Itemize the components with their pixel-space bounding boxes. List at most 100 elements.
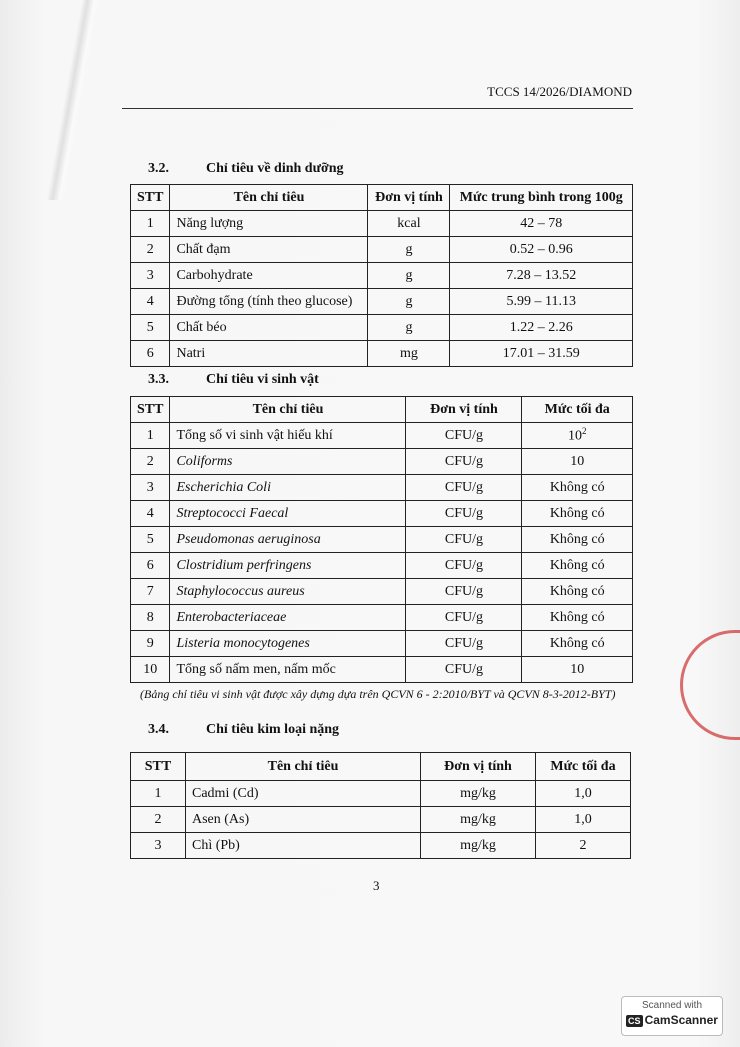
cell-text: CFU/g: [444, 427, 484, 443]
watermark-text: Scanned with: [641, 1000, 703, 1011]
name-cell: Cadmi (Cd): [185, 780, 421, 807]
value-cell: Không có: [521, 630, 633, 657]
cell-text: 1,0: [574, 785, 592, 801]
cell-text: 7.28 – 13.52: [506, 267, 577, 283]
cell-text: 8: [146, 609, 154, 625]
name-cell: Clostridium perfringens: [169, 552, 407, 579]
stt-cell: 4: [129, 500, 171, 527]
cell-text: 1: [146, 215, 154, 231]
table-row: 9 Listeria monocytogenes CFU/g Không có: [129, 630, 633, 657]
value-cell: 102: [521, 422, 633, 449]
cell-text: mg/kg: [460, 837, 496, 853]
section-number: 3.3.: [148, 372, 169, 387]
stt-cell: 3: [129, 262, 171, 289]
value-cell: 10: [521, 448, 633, 475]
table-row: 8 Enterobacteriaceae CFU/g Không có: [129, 604, 633, 631]
name-cell: Streptococci Faecal: [169, 500, 407, 527]
name-cell: Staphylococcus aureus: [169, 578, 407, 605]
value-cell: 5.99 – 11.13: [449, 288, 633, 315]
cell-text: Không có: [549, 609, 605, 625]
cell-text: 2: [146, 453, 154, 469]
value-cell: Không có: [521, 604, 633, 631]
unit-cell: CFU/g: [405, 630, 523, 657]
column-header: Đơn vị tính: [405, 396, 523, 423]
cell-text: kcal: [397, 215, 421, 231]
stt-cell: 8: [129, 604, 171, 631]
unit-cell: g: [367, 314, 451, 341]
unit-cell: CFU/g: [405, 552, 523, 579]
stt-cell: 1: [130, 780, 186, 807]
name-cell: Enterobacteriaceae: [169, 604, 407, 631]
cell-text: CFU/g: [444, 505, 484, 521]
unit-cell: mg/kg: [420, 806, 536, 833]
column-header: Đơn vị tính: [367, 184, 451, 211]
table-row: 10 Tổng số nấm men, nấm mốc CFU/g 10: [129, 656, 633, 683]
metals-table: STT Tên chỉ tiêu Đơn vị tính Mức tối đa …: [130, 752, 631, 859]
cell-text: Clostridium perfringens: [176, 557, 312, 573]
cell-text: 10: [570, 661, 585, 677]
cell-text: Chất béo: [176, 319, 227, 335]
name-cell: Escherichia Coli: [169, 474, 407, 501]
column-header: Tên chỉ tiêu: [185, 752, 421, 781]
name-cell: Pseudomonas aeruginosa: [169, 526, 407, 553]
cell-text: Tổng số vi sinh vật hiếu khí: [176, 427, 333, 443]
value-cell: Không có: [521, 552, 633, 579]
name-cell: Carbohydrate: [169, 262, 369, 289]
cell-text: Không có: [549, 557, 605, 573]
name-cell: Đường tổng (tính theo glucose): [169, 288, 369, 315]
unit-cell: CFU/g: [405, 500, 523, 527]
stt-cell: 2: [129, 448, 171, 475]
cell-text: CFU/g: [444, 531, 484, 547]
cell-text: Coliforms: [176, 453, 233, 469]
stt-cell: 5: [129, 314, 171, 341]
cell-text: 5: [146, 531, 154, 547]
document-code: TCCS 14/2026/DIAMOND: [487, 84, 632, 99]
unit-cell: g: [367, 262, 451, 289]
cell-text: CFU/g: [444, 453, 484, 469]
stt-cell: 1: [129, 422, 171, 449]
stt-cell: 6: [129, 340, 171, 367]
brand-name: CamScanner: [644, 1013, 718, 1027]
name-cell: Năng lượng: [169, 210, 369, 237]
unit-cell: CFU/g: [405, 474, 523, 501]
cell-text: 0.52 – 0.96: [509, 241, 573, 257]
page-number: 3: [373, 878, 380, 893]
table-header-row: STT Tên chỉ tiêu Đơn vị tính Mức trung b…: [129, 184, 633, 211]
cell-text: Listeria monocytogenes: [176, 635, 310, 651]
name-cell: Natri: [169, 340, 369, 367]
value-cell: 1,0: [535, 780, 631, 807]
micro-table: STT Tên chỉ tiêu Đơn vị tính Mức tối đa …: [129, 396, 633, 683]
table-row: 2 Chất đạm g 0.52 – 0.96: [129, 236, 633, 263]
name-cell: Coliforms: [169, 448, 407, 475]
unit-cell: CFU/g: [405, 578, 523, 605]
cell-text: Enterobacteriaceae: [176, 609, 287, 625]
name-cell: Chất béo: [169, 314, 369, 341]
value-cell: 42 – 78: [449, 210, 633, 237]
cell-text: Asen (As): [192, 811, 250, 827]
cell-text: CFU/g: [444, 635, 484, 651]
section-number: 3.2.: [148, 161, 169, 176]
stt-cell: 3: [130, 832, 186, 859]
cell-text: mg/kg: [460, 811, 496, 827]
cell-text: 6: [146, 557, 154, 573]
unit-cell: kcal: [367, 210, 451, 237]
value-cell: 1.22 – 2.26: [449, 314, 633, 341]
cell-text: CFU/g: [444, 583, 484, 599]
cell-text: CFU/g: [444, 661, 484, 677]
exponent: 2: [581, 426, 587, 437]
table-row: 2 Asen (As) mg/kg 1,0: [130, 806, 631, 833]
value-cell: Không có: [521, 578, 633, 605]
value-cell: 2: [535, 832, 631, 859]
cell-text: g: [405, 319, 413, 335]
unit-cell: CFU/g: [405, 604, 523, 631]
cell-text: Năng lượng: [176, 215, 244, 231]
column-header: STT: [130, 752, 186, 781]
cell-text: 1.22 – 2.26: [509, 319, 573, 335]
cell-text: Chất đạm: [176, 241, 231, 257]
unit-cell: g: [367, 236, 451, 263]
camscanner-watermark: Scanned with CS CamScanner: [621, 996, 723, 1036]
nutrition-table: STT Tên chỉ tiêu Đơn vị tính Mức trung b…: [129, 184, 633, 367]
table-row: 4 Streptococci Faecal CFU/g Không có: [129, 500, 633, 527]
section-title: Chỉ tiêu vi sinh vật: [206, 372, 319, 387]
